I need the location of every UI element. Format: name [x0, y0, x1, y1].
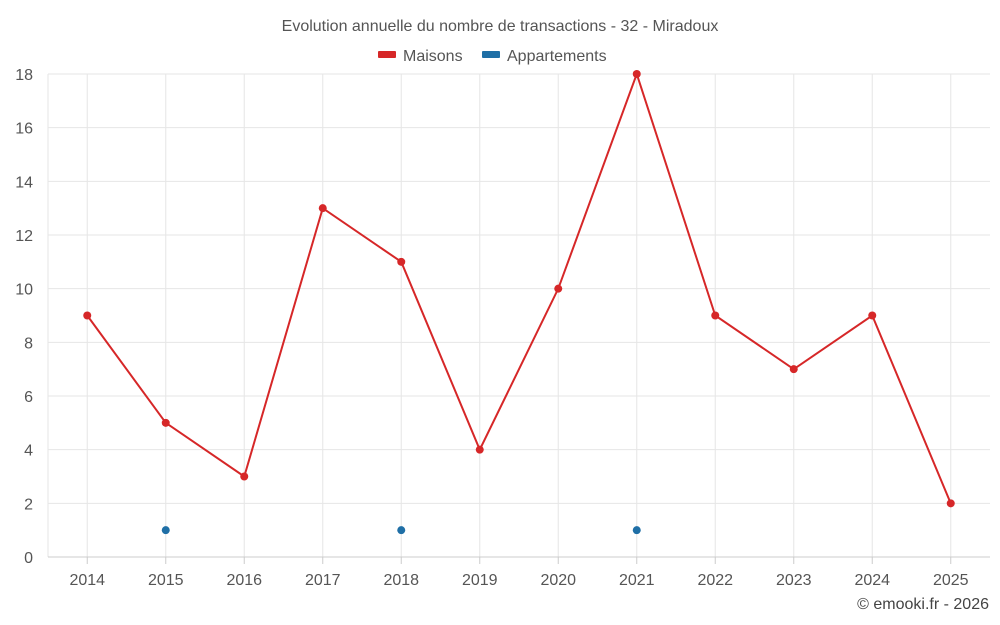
- data-point-maisons[interactable]: [711, 311, 720, 320]
- x-tick-label: 2015: [148, 572, 184, 589]
- y-tick-label: 18: [15, 67, 33, 84]
- chart-title: Evolution annuelle du nombre de transact…: [282, 18, 719, 35]
- x-tick-label: 2022: [697, 572, 733, 589]
- x-tick-label: 2021: [619, 572, 655, 589]
- x-tick-label: 2023: [776, 572, 812, 589]
- x-tick-label: 2018: [383, 572, 419, 589]
- data-point-maisons[interactable]: [789, 365, 798, 374]
- data-point-maisons[interactable]: [397, 257, 406, 266]
- series: [83, 70, 955, 535]
- data-point-appartements[interactable]: [161, 526, 170, 535]
- grid: [47, 73, 990, 557]
- y-tick-label: 6: [24, 389, 33, 406]
- data-point-maisons[interactable]: [83, 311, 92, 320]
- x-tick-label: 2019: [462, 572, 498, 589]
- y-tick-label: 0: [24, 550, 33, 567]
- legend[interactable]: Maisons Appartements: [378, 48, 607, 65]
- y-tick-label: 12: [15, 228, 33, 245]
- legend-item-appartements[interactable]: Appartements: [482, 48, 607, 65]
- data-point-maisons[interactable]: [318, 204, 327, 213]
- legend-swatch-maisons: [378, 51, 396, 58]
- data-point-maisons[interactable]: [868, 311, 877, 320]
- x-tick-label: 2024: [854, 572, 890, 589]
- y-tick-label: 2: [24, 496, 33, 513]
- y-tick-label: 10: [15, 282, 33, 299]
- y-tick-label: 4: [24, 443, 33, 460]
- data-point-maisons[interactable]: [946, 499, 955, 508]
- data-point-appartements[interactable]: [397, 526, 406, 535]
- data-point-maisons[interactable]: [632, 70, 641, 78]
- y-tick-label: 8: [24, 335, 33, 352]
- legend-item-maisons[interactable]: Maisons: [378, 48, 463, 65]
- legend-swatch-appartements: [482, 51, 500, 58]
- data-point-maisons[interactable]: [475, 445, 484, 454]
- axes: 0 2 4 6 8 10 12 14 16 18 2014 2015 2016 2017 2018 2019 2…: [15, 67, 990, 589]
- x-tick-label: 2016: [226, 572, 262, 589]
- series-line-maisons: [86, 70, 952, 504]
- x-tick-label: 2020: [540, 572, 576, 589]
- y-tick-label: 14: [15, 174, 33, 191]
- x-tick-label: 2014: [69, 572, 105, 589]
- x-tick-label: 2017: [305, 572, 341, 589]
- x-tick-label: 2025: [933, 572, 969, 589]
- legend-label-maisons: Maisons: [403, 48, 463, 65]
- data-point-maisons[interactable]: [554, 284, 563, 293]
- data-point-maisons[interactable]: [161, 418, 170, 427]
- credit-text: © emooki.fr - 2026: [857, 596, 989, 613]
- data-point-maisons[interactable]: [240, 472, 249, 481]
- legend-label-appartements: Appartements: [507, 48, 607, 65]
- data-point-appartements[interactable]: [632, 526, 641, 535]
- y-tick-label: 16: [15, 121, 33, 138]
